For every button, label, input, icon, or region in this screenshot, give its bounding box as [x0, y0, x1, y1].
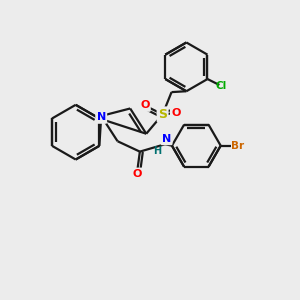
Text: H: H — [154, 146, 162, 156]
Text: N: N — [162, 134, 171, 144]
Text: N: N — [97, 112, 106, 122]
Text: Br: Br — [231, 141, 244, 151]
Text: Cl: Cl — [215, 82, 226, 92]
Text: O: O — [171, 108, 181, 118]
Text: O: O — [140, 100, 149, 110]
Text: S: S — [158, 108, 167, 121]
Text: O: O — [132, 169, 142, 179]
